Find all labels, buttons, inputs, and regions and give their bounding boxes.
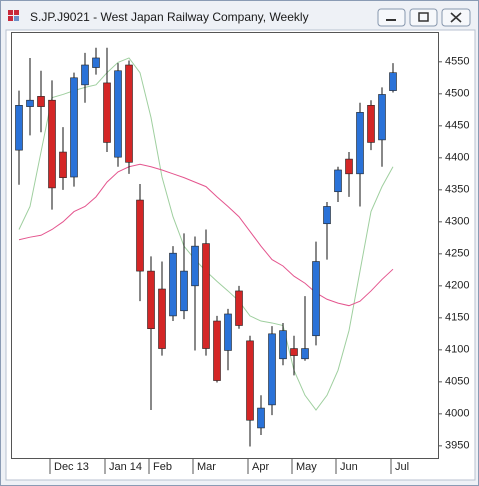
app-icon (8, 10, 19, 21)
y-tick-label: 4050 (445, 376, 469, 388)
window-buttons[interactable] (377, 8, 471, 27)
y-tick-label: 4500 (445, 88, 469, 100)
candle-body (81, 64, 89, 86)
candle-body (114, 70, 122, 158)
candle-body (158, 288, 166, 349)
candle-body (257, 407, 265, 429)
y-tick-label: 4000 (445, 408, 469, 420)
candle-body (323, 206, 331, 225)
candle-body (70, 77, 78, 178)
minimize-button[interactable] (377, 8, 406, 27)
x-tick-label: Jul (395, 461, 409, 473)
candle-body (301, 348, 309, 360)
x-tick-label: Apr (252, 461, 269, 473)
y-tick-label: 3950 (445, 440, 469, 452)
candle-body (246, 340, 254, 421)
x-tick-label: Feb (153, 461, 172, 473)
candle-body (15, 105, 23, 151)
candle-body (136, 199, 144, 272)
candle-body (235, 290, 243, 326)
close-icon (450, 12, 462, 23)
candle-body (268, 333, 276, 406)
x-tick-label: Jan 14 (109, 461, 142, 473)
y-tick-label: 4200 (445, 280, 469, 292)
candle-body (312, 261, 320, 337)
candle-body (290, 348, 298, 356)
x-tick-label: Dec 13 (54, 461, 89, 473)
y-tick-label: 4300 (445, 216, 469, 228)
candle-body (378, 94, 386, 141)
minimize-icon (386, 19, 396, 21)
candle-body (125, 64, 133, 163)
candle-body (389, 72, 397, 91)
candle-body (224, 313, 232, 351)
candle-body (279, 330, 287, 360)
y-tick-label: 4450 (445, 120, 469, 132)
moving-average-line (18, 163, 394, 307)
chart-panel (5, 29, 476, 481)
y-tick-label: 4150 (445, 312, 469, 324)
candle-body (191, 245, 199, 287)
candle-body (103, 82, 111, 143)
y-tick-label: 4350 (445, 184, 469, 196)
candle-body (92, 57, 100, 68)
candle-body (37, 96, 45, 107)
candle-body (356, 112, 364, 175)
window-title: S.JP.J9021 - West Japan Railway Company,… (30, 10, 309, 24)
plot-frame (11, 32, 439, 459)
candle-body (202, 243, 210, 349)
x-tick-label: May (296, 461, 317, 473)
y-tick-label: 4550 (445, 56, 469, 68)
maximize-icon (418, 12, 429, 22)
candle-body (59, 151, 67, 178)
y-tick-label: 4100 (445, 344, 469, 356)
x-tick-label: Jun (340, 461, 358, 473)
candle-body (367, 105, 375, 143)
maximize-button[interactable] (409, 8, 438, 27)
candle-body (180, 270, 188, 312)
y-tick-label: 4400 (445, 152, 469, 164)
candle-body (48, 99, 56, 189)
candle-body (26, 99, 34, 107)
candle-body (213, 320, 221, 381)
x-tick-label: Mar (197, 461, 216, 473)
candle-body (334, 169, 342, 193)
candle-body (345, 158, 353, 175)
y-tick-label: 4250 (445, 248, 469, 260)
candle-body (169, 252, 177, 317)
candle-body (147, 270, 155, 330)
